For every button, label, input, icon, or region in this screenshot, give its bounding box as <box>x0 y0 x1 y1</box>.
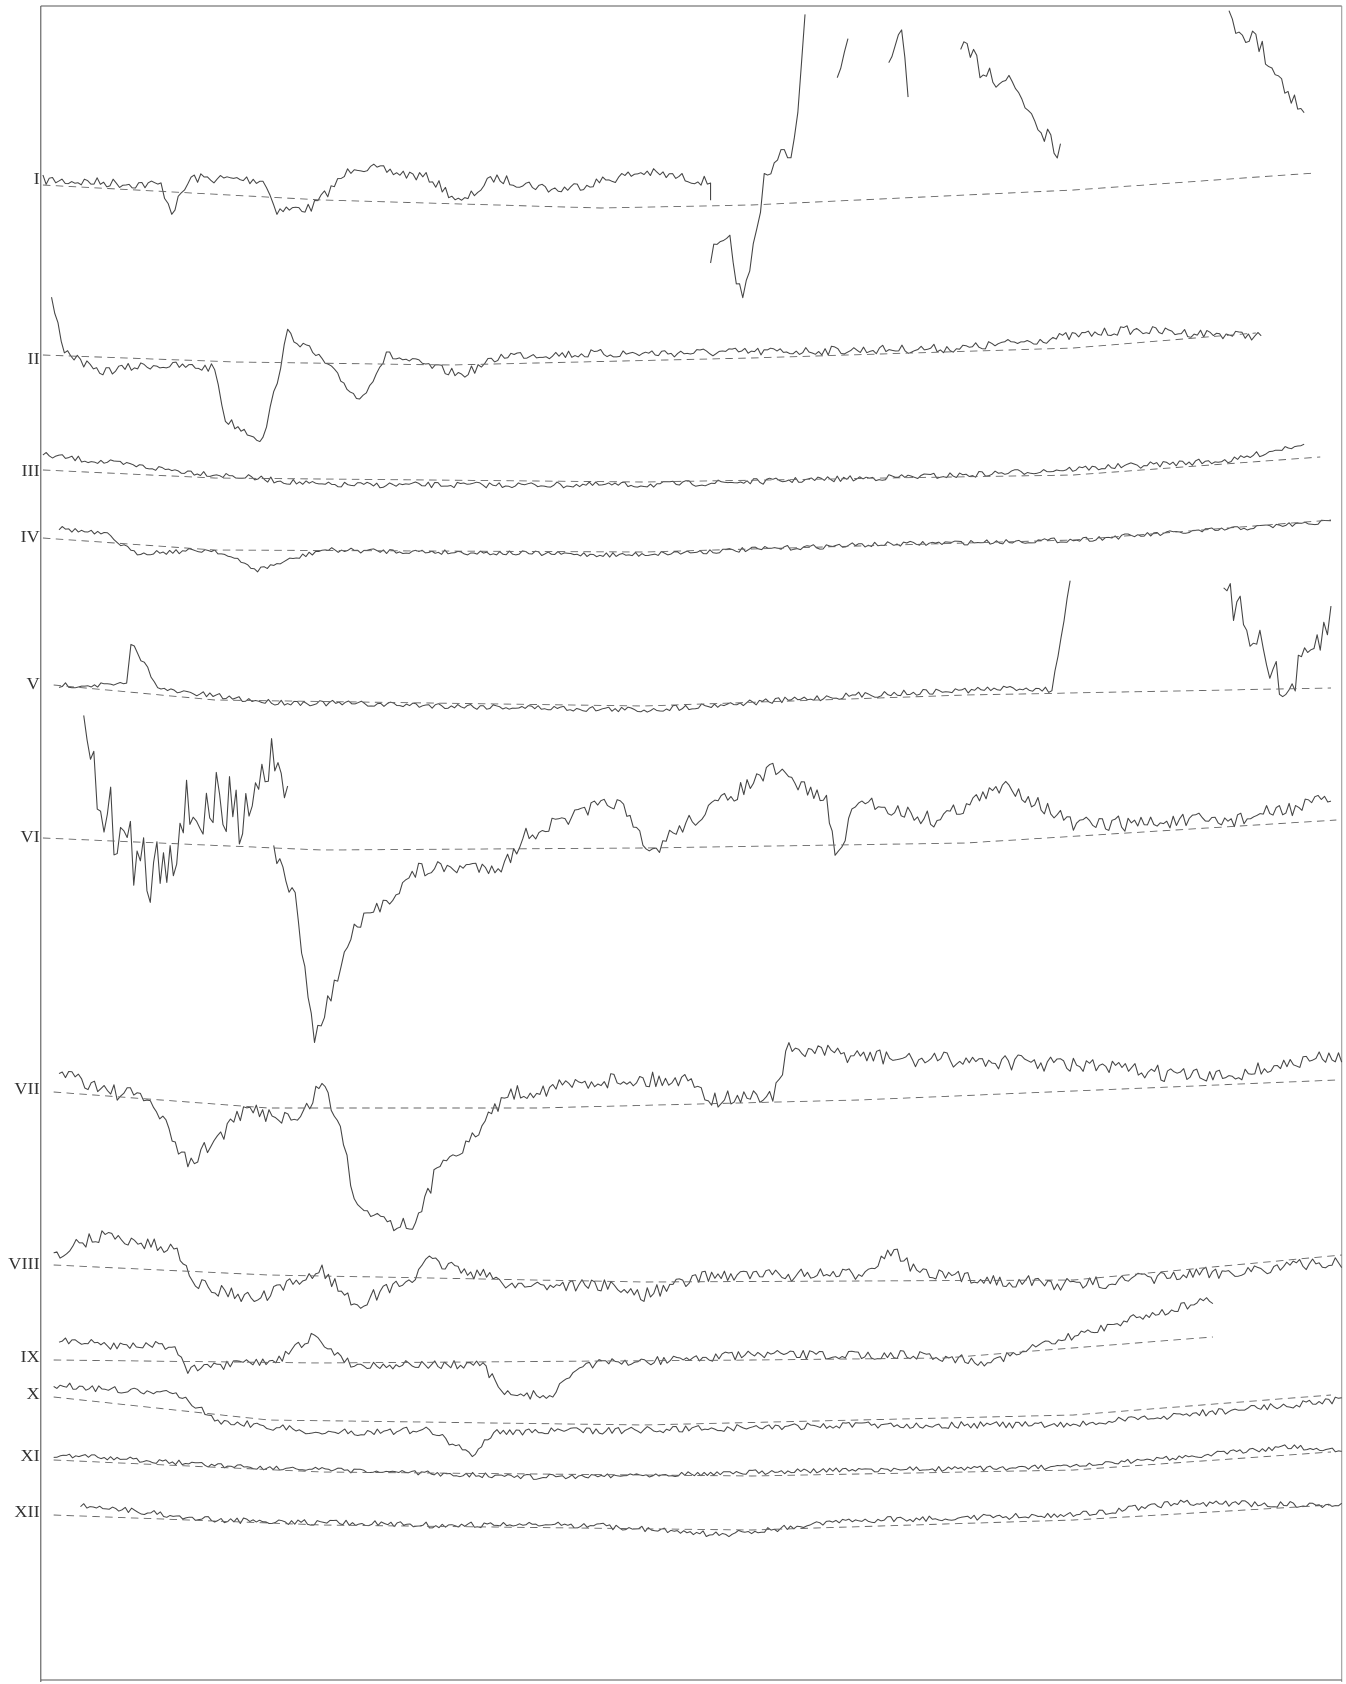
trace <box>83 715 289 903</box>
baseline <box>53 684 1331 707</box>
trace <box>42 443 1305 489</box>
trace-label: II <box>28 348 40 367</box>
baseline <box>53 1336 1213 1364</box>
trace <box>80 1499 1343 1538</box>
trace <box>710 14 806 299</box>
trace <box>58 1297 1214 1400</box>
trace <box>53 1382 1342 1458</box>
trace-label: VIII <box>8 1253 40 1272</box>
baseline <box>53 1394 1332 1426</box>
baseline <box>53 1504 1332 1531</box>
baseline <box>42 819 1337 851</box>
trace <box>836 38 849 78</box>
trace-label: XII <box>14 1501 39 1520</box>
trace-label: V <box>27 673 40 692</box>
baseline <box>42 332 1256 366</box>
baseline <box>42 519 1332 553</box>
trace-label: XI <box>20 1445 39 1464</box>
trace <box>1223 583 1332 698</box>
trace <box>53 1230 1343 1309</box>
baseline <box>53 1079 1337 1109</box>
trace-label: I <box>34 168 40 187</box>
baseline <box>42 456 1321 483</box>
trace <box>1228 10 1305 113</box>
trace-label: IX <box>20 1346 40 1365</box>
trace-label: IV <box>20 526 40 545</box>
trace-label: III <box>21 460 39 479</box>
trace <box>58 519 1331 573</box>
trace-label: VI <box>20 826 39 845</box>
trace-label: X <box>27 1383 40 1402</box>
trace <box>273 762 1332 1043</box>
trace <box>58 1042 1343 1232</box>
trace <box>58 580 1071 713</box>
trace <box>960 41 1062 159</box>
trace <box>50 297 1262 443</box>
baseline <box>53 1254 1342 1283</box>
baseline <box>42 172 1315 209</box>
trace <box>42 163 712 215</box>
trace-label: VII <box>14 1078 39 1097</box>
trace <box>888 29 909 98</box>
trace <box>53 1444 1342 1480</box>
baseline <box>53 1451 1332 1477</box>
